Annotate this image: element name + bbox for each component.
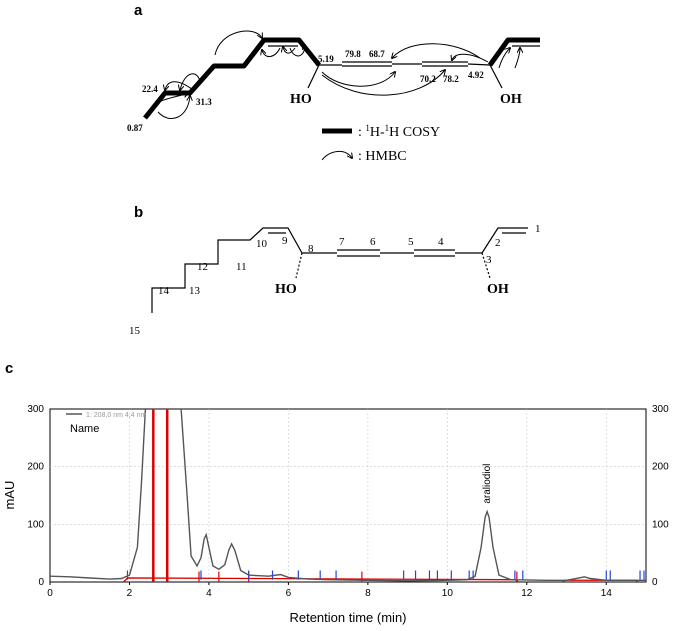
y-tick-label: 100	[27, 519, 44, 530]
y-tick-label: 0	[38, 577, 44, 588]
shift-22-4: 22.4	[142, 84, 158, 94]
panel-label-b: b	[134, 204, 143, 221]
series-trace	[49, 408, 646, 582]
locant-9: 9	[282, 235, 288, 247]
hydroxyl-oh-a: OH	[500, 92, 522, 107]
locant-6: 6	[370, 236, 376, 248]
legend-name-label: Name	[70, 423, 99, 435]
x-tick-label: 2	[127, 588, 133, 599]
shift-68-7: 68.7	[369, 49, 385, 59]
grid	[50, 409, 646, 582]
locant-15: 15	[129, 325, 141, 337]
y-ticks-left: 0 100 200 300	[27, 404, 44, 588]
hmbc-arrows	[149, 30, 520, 119]
locant-1: 1	[535, 223, 541, 235]
y-tick-label-right: 300	[652, 404, 669, 415]
locant-2: 2	[495, 237, 501, 249]
locant-4: 4	[438, 236, 444, 248]
panel-label-a: a	[134, 2, 143, 19]
y-tick-label-right: 0	[652, 577, 658, 588]
y-axis-label: mAU	[2, 481, 17, 510]
shift-78-2: 78.2	[443, 74, 459, 84]
chart-legend: 1: 208,0 nm 4,4 nm Name	[66, 412, 146, 435]
x-tick-label: 6	[286, 588, 292, 599]
locant-7: 7	[339, 236, 345, 248]
x-tick-label: 4	[206, 588, 212, 599]
hydroxyl-ho-a: HO	[290, 92, 312, 107]
y-tick-label: 200	[27, 462, 44, 473]
thin-bonds	[268, 45, 540, 89]
shift-31-3: 31.3	[196, 97, 212, 107]
plot-frame	[49, 408, 647, 583]
legend-hmbc: : HMBC	[358, 149, 407, 164]
locant-3: 3	[486, 254, 492, 266]
shift-0-87: 0.87	[127, 123, 143, 133]
locant-8: 8	[308, 243, 314, 255]
shift-4-92: 4.92	[468, 70, 484, 80]
hydroxyl-oh-b: OH	[487, 282, 509, 297]
shift-70-2: 70.2	[420, 74, 436, 84]
shift-79-8: 79.8	[345, 49, 361, 59]
x-tick-label: 12	[521, 588, 533, 599]
locant-13: 13	[189, 285, 201, 297]
x-tick-label: 8	[365, 588, 371, 599]
y-tick-label-right: 100	[652, 519, 669, 530]
locant-14: 14	[158, 285, 170, 297]
panel-a-structure: 22.4 0.87 31.3 5.19 79.8 68.7 70.2 78.2 …	[127, 30, 540, 133]
legend-cosy: : 1H-1H COSY	[358, 123, 440, 140]
y-ticks-right: 0 100 200 300	[652, 404, 669, 588]
locant-12: 12	[197, 261, 208, 273]
panel-b-locants: 1 2 3 4 5 6 7 8 9 10 11 12 13 14 15	[129, 223, 541, 337]
locant-10: 10	[256, 238, 268, 250]
x-tick-label: 10	[442, 588, 454, 599]
y-tick-label: 300	[27, 404, 44, 415]
x-ticks: 0 2 4 6 8 10 12 14	[47, 582, 612, 599]
panel-a-legend: : 1H-1H COSY : HMBC	[321, 123, 440, 164]
x-tick-label: 0	[47, 588, 53, 599]
peak-label-araliodiol: araliodiol	[482, 464, 493, 504]
x-axis-label: Retention time (min)	[289, 610, 406, 625]
hydroxyl-ho-b: HO	[275, 282, 297, 297]
legend-series-label: 1: 208,0 nm 4,4 nm	[86, 412, 146, 419]
locant-11: 11	[236, 261, 247, 273]
panel-b-structure	[151, 227, 528, 313]
cosy-bonds	[143, 37, 540, 120]
x-tick-label: 14	[601, 588, 613, 599]
locant-5: 5	[408, 236, 414, 248]
shift-5-19: 5.19	[318, 54, 334, 64]
panel-label-c: c	[5, 360, 13, 377]
chromatogram: 0 100 200 300 0 100 200 300 0 2 4 6 8 10 12 14 aralio…	[2, 404, 669, 625]
y-tick-label-right: 200	[652, 462, 669, 473]
